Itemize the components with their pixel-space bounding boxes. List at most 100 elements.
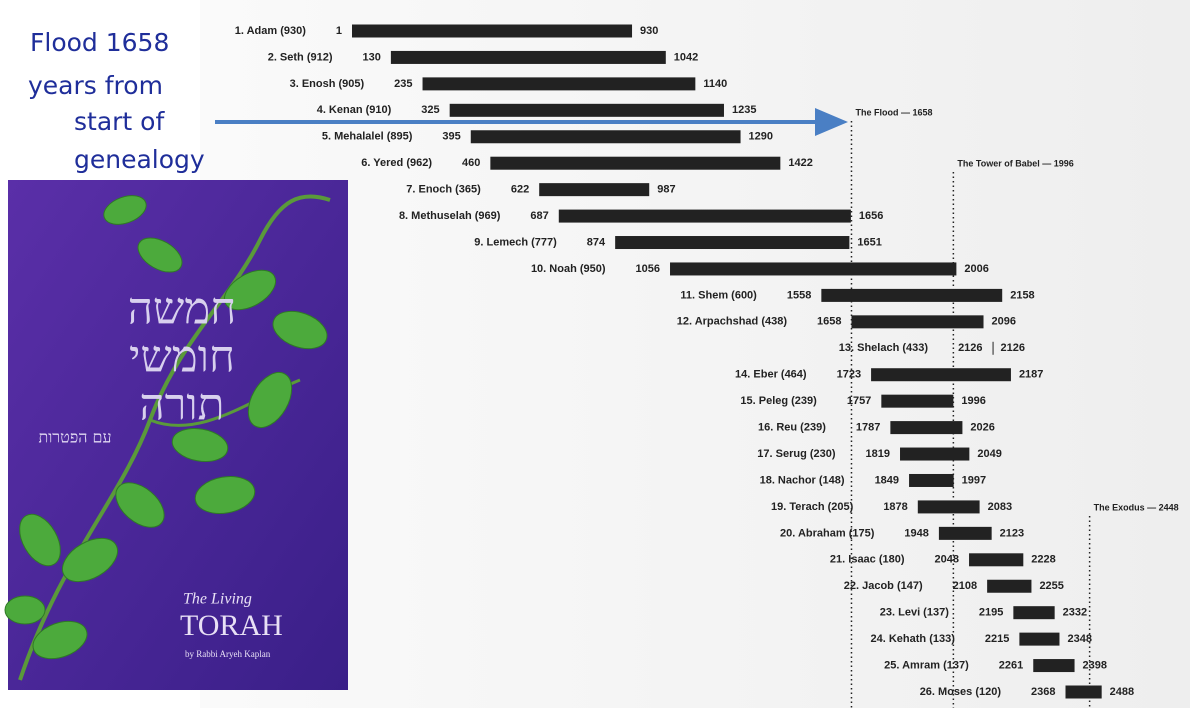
start-label: 1948 [904,527,928,539]
end-label: 1996 [961,395,985,407]
end-label: 2332 [1063,607,1087,619]
start-label: 460 [462,157,480,169]
bar [917,500,980,514]
bar [890,421,963,435]
bar [992,341,994,355]
start-label: 395 [442,131,460,143]
row-label: 5. Mehalalel (895) [322,131,413,143]
row-label: 11. Shem (600) [680,289,757,301]
bar [449,103,724,117]
row-label: 15. Peleg (239) [740,395,817,407]
start-label: 1658 [817,316,841,328]
end-label: 930 [640,25,658,37]
author: by Rabbi Aryeh Kaplan [185,649,271,659]
arrow-head [815,108,848,136]
row-label: 7. Enoch (365) [406,184,481,196]
start-label: 2126 [958,342,982,354]
start-label: 622 [511,184,529,196]
end-label: 2049 [977,448,1001,460]
end-label: 2096 [992,316,1016,328]
row-label: 16. Reu (239) [758,422,826,434]
event-label: The Tower of Babel — 1996 [957,158,1073,168]
row-label: 21. Isaac (180) [830,554,905,566]
start-label: 1723 [837,369,861,381]
start-label: 687 [530,210,548,222]
end-label: 1422 [788,157,812,169]
end-label: 1042 [674,51,698,63]
row-label: 12. Arpachshad (438) [677,316,788,328]
end-label: 2026 [970,422,994,434]
row-label: 25. Amram (137) [884,659,969,671]
row-label: 26. Moses (120) [920,686,1002,698]
row-label: 13. Shelach (433) [839,342,929,354]
start-label: 2108 [953,580,977,592]
start-label: 1056 [636,263,660,275]
end-label: 1656 [859,210,883,222]
start-label: 1878 [883,501,907,513]
end-label: 1997 [962,474,986,486]
start-label: 2215 [985,633,1009,645]
hebrew-subtitle: עם הפטרות [38,428,111,447]
end-label: 2126 [1001,342,1025,354]
start-label: 1757 [847,395,871,407]
bar [900,447,970,461]
end-label: 2123 [1000,527,1024,539]
start-label: 1849 [875,474,899,486]
row-label: 23. Levi (137) [880,607,949,619]
start-label: 2048 [935,554,959,566]
annotation-line: start of [74,107,165,136]
bar [821,288,1003,302]
bar [470,130,741,144]
event-label: The Flood — 1658 [855,107,932,117]
book-cover: חמשה חומשי תורה עם הפטרות The Living TOR… [4,180,348,690]
bar [352,24,633,38]
hebrew-title: חמשה [128,284,237,335]
bar [871,368,1011,382]
bar [938,526,992,540]
bar [670,262,957,276]
bar [615,236,850,250]
bar [851,315,984,329]
start-label: 1 [336,25,342,37]
bar [1019,632,1060,646]
start-label: 2195 [979,607,1003,619]
row-label: 3. Enosh (905) [290,78,365,90]
series: The Living [183,591,252,608]
row-label: 22. Jacob (147) [844,580,923,592]
end-label: 2083 [988,501,1012,513]
start-label: 1558 [787,289,811,301]
end-label: 2006 [964,263,988,275]
row-label: 6. Yered (962) [361,157,432,169]
end-label: 2348 [1067,633,1091,645]
end-label: 1290 [749,131,773,143]
end-label: 2488 [1110,686,1134,698]
leaves [4,195,328,660]
row-label: 8. Methuselah (969) [399,210,501,222]
annotation-line: years from [28,71,163,100]
row-label: 24. Kehath (133) [871,633,956,645]
row-label: 1. Adam (930) [235,25,306,37]
row-label: 20. Abraham (175) [780,527,875,539]
start-label: 2368 [1031,686,1055,698]
row-label: 17. Serug (230) [757,448,836,460]
row-label: 10. Noah (950) [531,263,606,275]
start-label: 1787 [856,422,880,434]
start-label: 325 [421,104,439,116]
bar [558,209,851,223]
row-label: 4. Kenan (910) [317,104,392,116]
end-label: 1235 [732,104,756,116]
end-label: 987 [657,184,675,196]
annotation-line: genealogy [74,145,205,174]
annotation: Flood 1658 years from start of genealogy [28,28,848,174]
bar [490,156,781,170]
row-label: 18. Nachor (148) [760,474,845,486]
bar [1013,606,1055,620]
start-label: 130 [363,51,381,63]
bar [1065,685,1102,699]
bar [969,553,1024,567]
end-label: 2255 [1039,580,1063,592]
start-label: 874 [587,236,606,248]
hebrew-title: תורה [139,380,224,431]
end-label: 1140 [703,78,727,90]
